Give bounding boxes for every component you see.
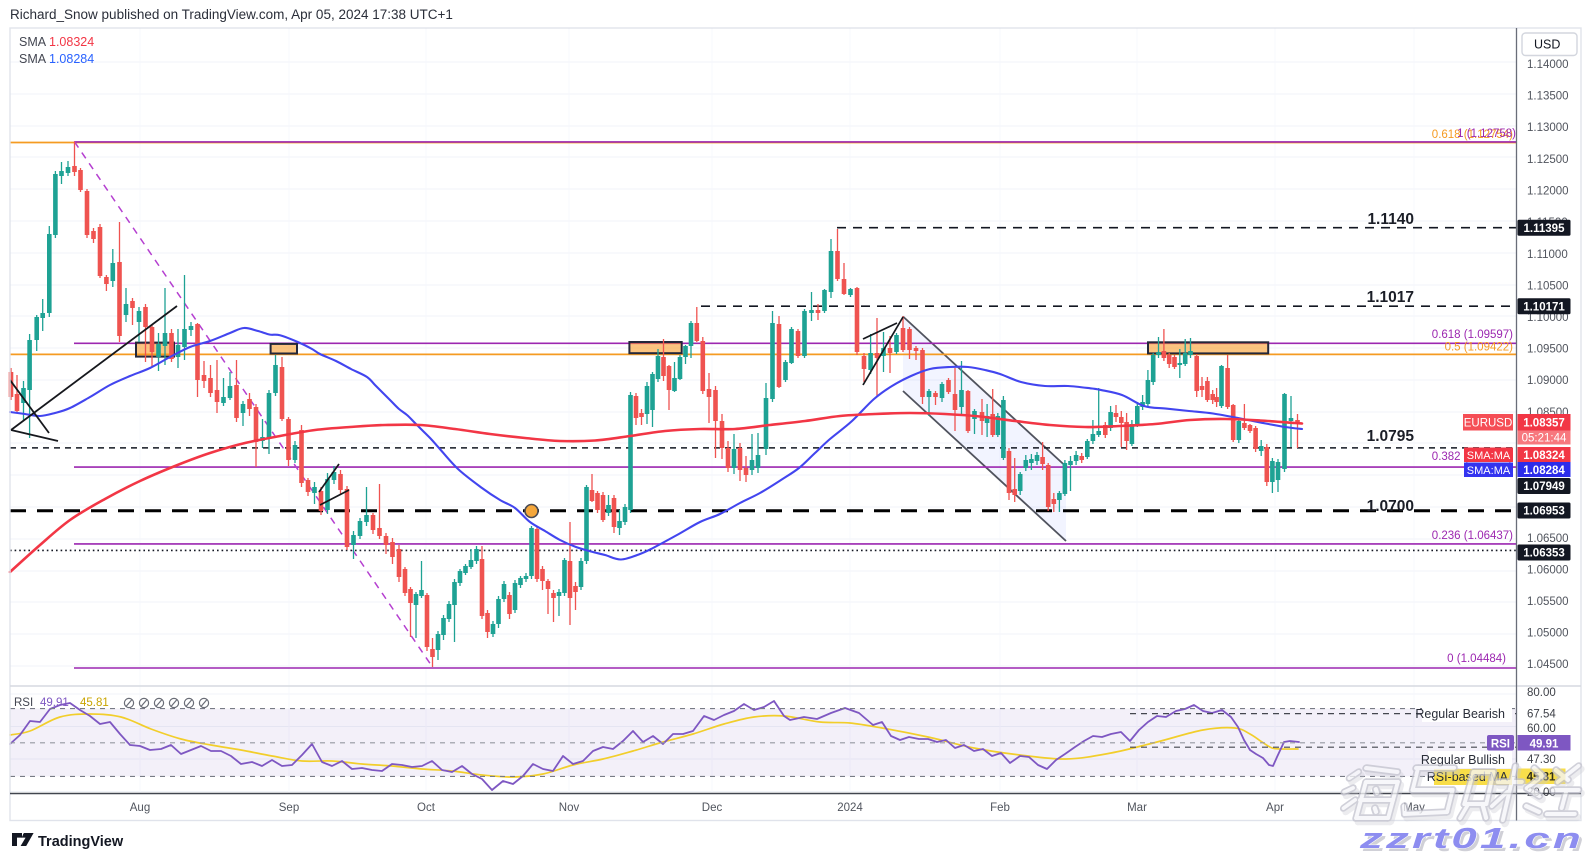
svg-text:SMA: SMA — [19, 35, 47, 49]
svg-text:49.91: 49.91 — [1530, 738, 1559, 750]
svg-text:Apr: Apr — [1266, 802, 1284, 814]
svg-text:0.618 (1.09597): 0.618 (1.09597) — [1432, 329, 1513, 341]
svg-text:Dec: Dec — [702, 802, 723, 814]
svg-text:1.06500: 1.06500 — [1527, 533, 1569, 545]
svg-text:Feb: Feb — [990, 802, 1010, 814]
svg-text:Sep: Sep — [279, 802, 299, 814]
svg-text:1.1140: 1.1140 — [1367, 211, 1414, 228]
svg-text:60.00: 60.00 — [1527, 723, 1556, 735]
svg-text:1.07949: 1.07949 — [1523, 481, 1565, 493]
svg-text:1.14000: 1.14000 — [1527, 59, 1569, 71]
svg-text:1.08357: 1.08357 — [1523, 418, 1565, 430]
svg-text:1.06953: 1.06953 — [1523, 506, 1565, 518]
svg-text:1.0700: 1.0700 — [1367, 498, 1414, 515]
svg-text:Regular Bearish: Regular Bearish — [1415, 707, 1505, 721]
svg-text:1.05000: 1.05000 — [1527, 628, 1569, 640]
svg-text:SMA:MA: SMA:MA — [1467, 465, 1511, 477]
svg-text:0.5 (1.09422): 0.5 (1.09422) — [1445, 342, 1514, 354]
svg-text:47.30: 47.30 — [1527, 754, 1556, 766]
svg-text:Mar: Mar — [1127, 802, 1147, 814]
svg-text:1.1017: 1.1017 — [1367, 289, 1414, 306]
svg-text:SMA:MA: SMA:MA — [1467, 450, 1511, 462]
svg-text:1.11395: 1.11395 — [1524, 223, 1566, 235]
svg-text:zzrt01.cn: zzrt01.cn — [1361, 826, 1587, 857]
svg-text:1.09500: 1.09500 — [1527, 344, 1569, 356]
svg-text:1.04500: 1.04500 — [1527, 659, 1569, 671]
svg-text:45.81: 45.81 — [80, 697, 109, 709]
svg-text:1.08324: 1.08324 — [49, 35, 94, 49]
svg-text:0 (1.04484): 0 (1.04484) — [1447, 653, 1506, 665]
svg-text:1 (1.12758): 1 (1.12758) — [1457, 128, 1516, 140]
svg-text:0.236 (1.06437): 0.236 (1.06437) — [1432, 530, 1513, 542]
svg-text:Regular Bullish: Regular Bullish — [1421, 753, 1505, 767]
svg-text:1.12000: 1.12000 — [1527, 186, 1569, 198]
svg-text:RSI: RSI — [1491, 738, 1510, 750]
svg-text:zzrt01.cn: zzrt01.cn — [1358, 823, 1584, 855]
svg-text:05:21:44: 05:21:44 — [1522, 433, 1567, 445]
svg-text:1.0795: 1.0795 — [1367, 428, 1415, 445]
svg-text:1.06000: 1.06000 — [1527, 565, 1569, 577]
svg-text:SMA: SMA — [19, 52, 47, 66]
svg-text:Richard_Snow published on Trad: Richard_Snow published on TradingView.co… — [10, 7, 453, 22]
svg-text:1.10500: 1.10500 — [1527, 281, 1569, 293]
svg-text:1.12500: 1.12500 — [1527, 154, 1569, 166]
svg-text:1.08284: 1.08284 — [49, 52, 94, 66]
svg-text:49.91: 49.91 — [40, 697, 69, 709]
svg-text:Nov: Nov — [559, 802, 580, 814]
svg-text:2024: 2024 — [837, 802, 863, 814]
svg-text:1.13000: 1.13000 — [1527, 122, 1569, 134]
svg-text:EURUSD: EURUSD — [1464, 418, 1513, 430]
svg-text:1.10000: 1.10000 — [1527, 312, 1569, 324]
svg-text:1.11000: 1.11000 — [1527, 249, 1568, 261]
svg-text:1.05500: 1.05500 — [1527, 596, 1569, 608]
svg-text:RSI: RSI — [14, 697, 33, 709]
svg-text:80.00: 80.00 — [1527, 687, 1556, 699]
svg-text:TradingView: TradingView — [38, 834, 124, 850]
svg-text:1.08284: 1.08284 — [1523, 465, 1565, 477]
svg-text:USD: USD — [1534, 38, 1560, 52]
svg-text:Oct: Oct — [417, 802, 436, 814]
svg-text:Aug: Aug — [130, 802, 150, 814]
svg-text:1.10171: 1.10171 — [1523, 301, 1565, 313]
svg-text:1.06353: 1.06353 — [1523, 548, 1565, 560]
svg-text:67.54: 67.54 — [1527, 709, 1556, 721]
svg-text:1.09000: 1.09000 — [1527, 375, 1569, 387]
svg-text:0.618 (1.12754): 0.618 (1.12754) — [1432, 129, 1513, 141]
svg-text:1.13500: 1.13500 — [1527, 91, 1569, 103]
svg-text:1.08324: 1.08324 — [1523, 450, 1565, 462]
